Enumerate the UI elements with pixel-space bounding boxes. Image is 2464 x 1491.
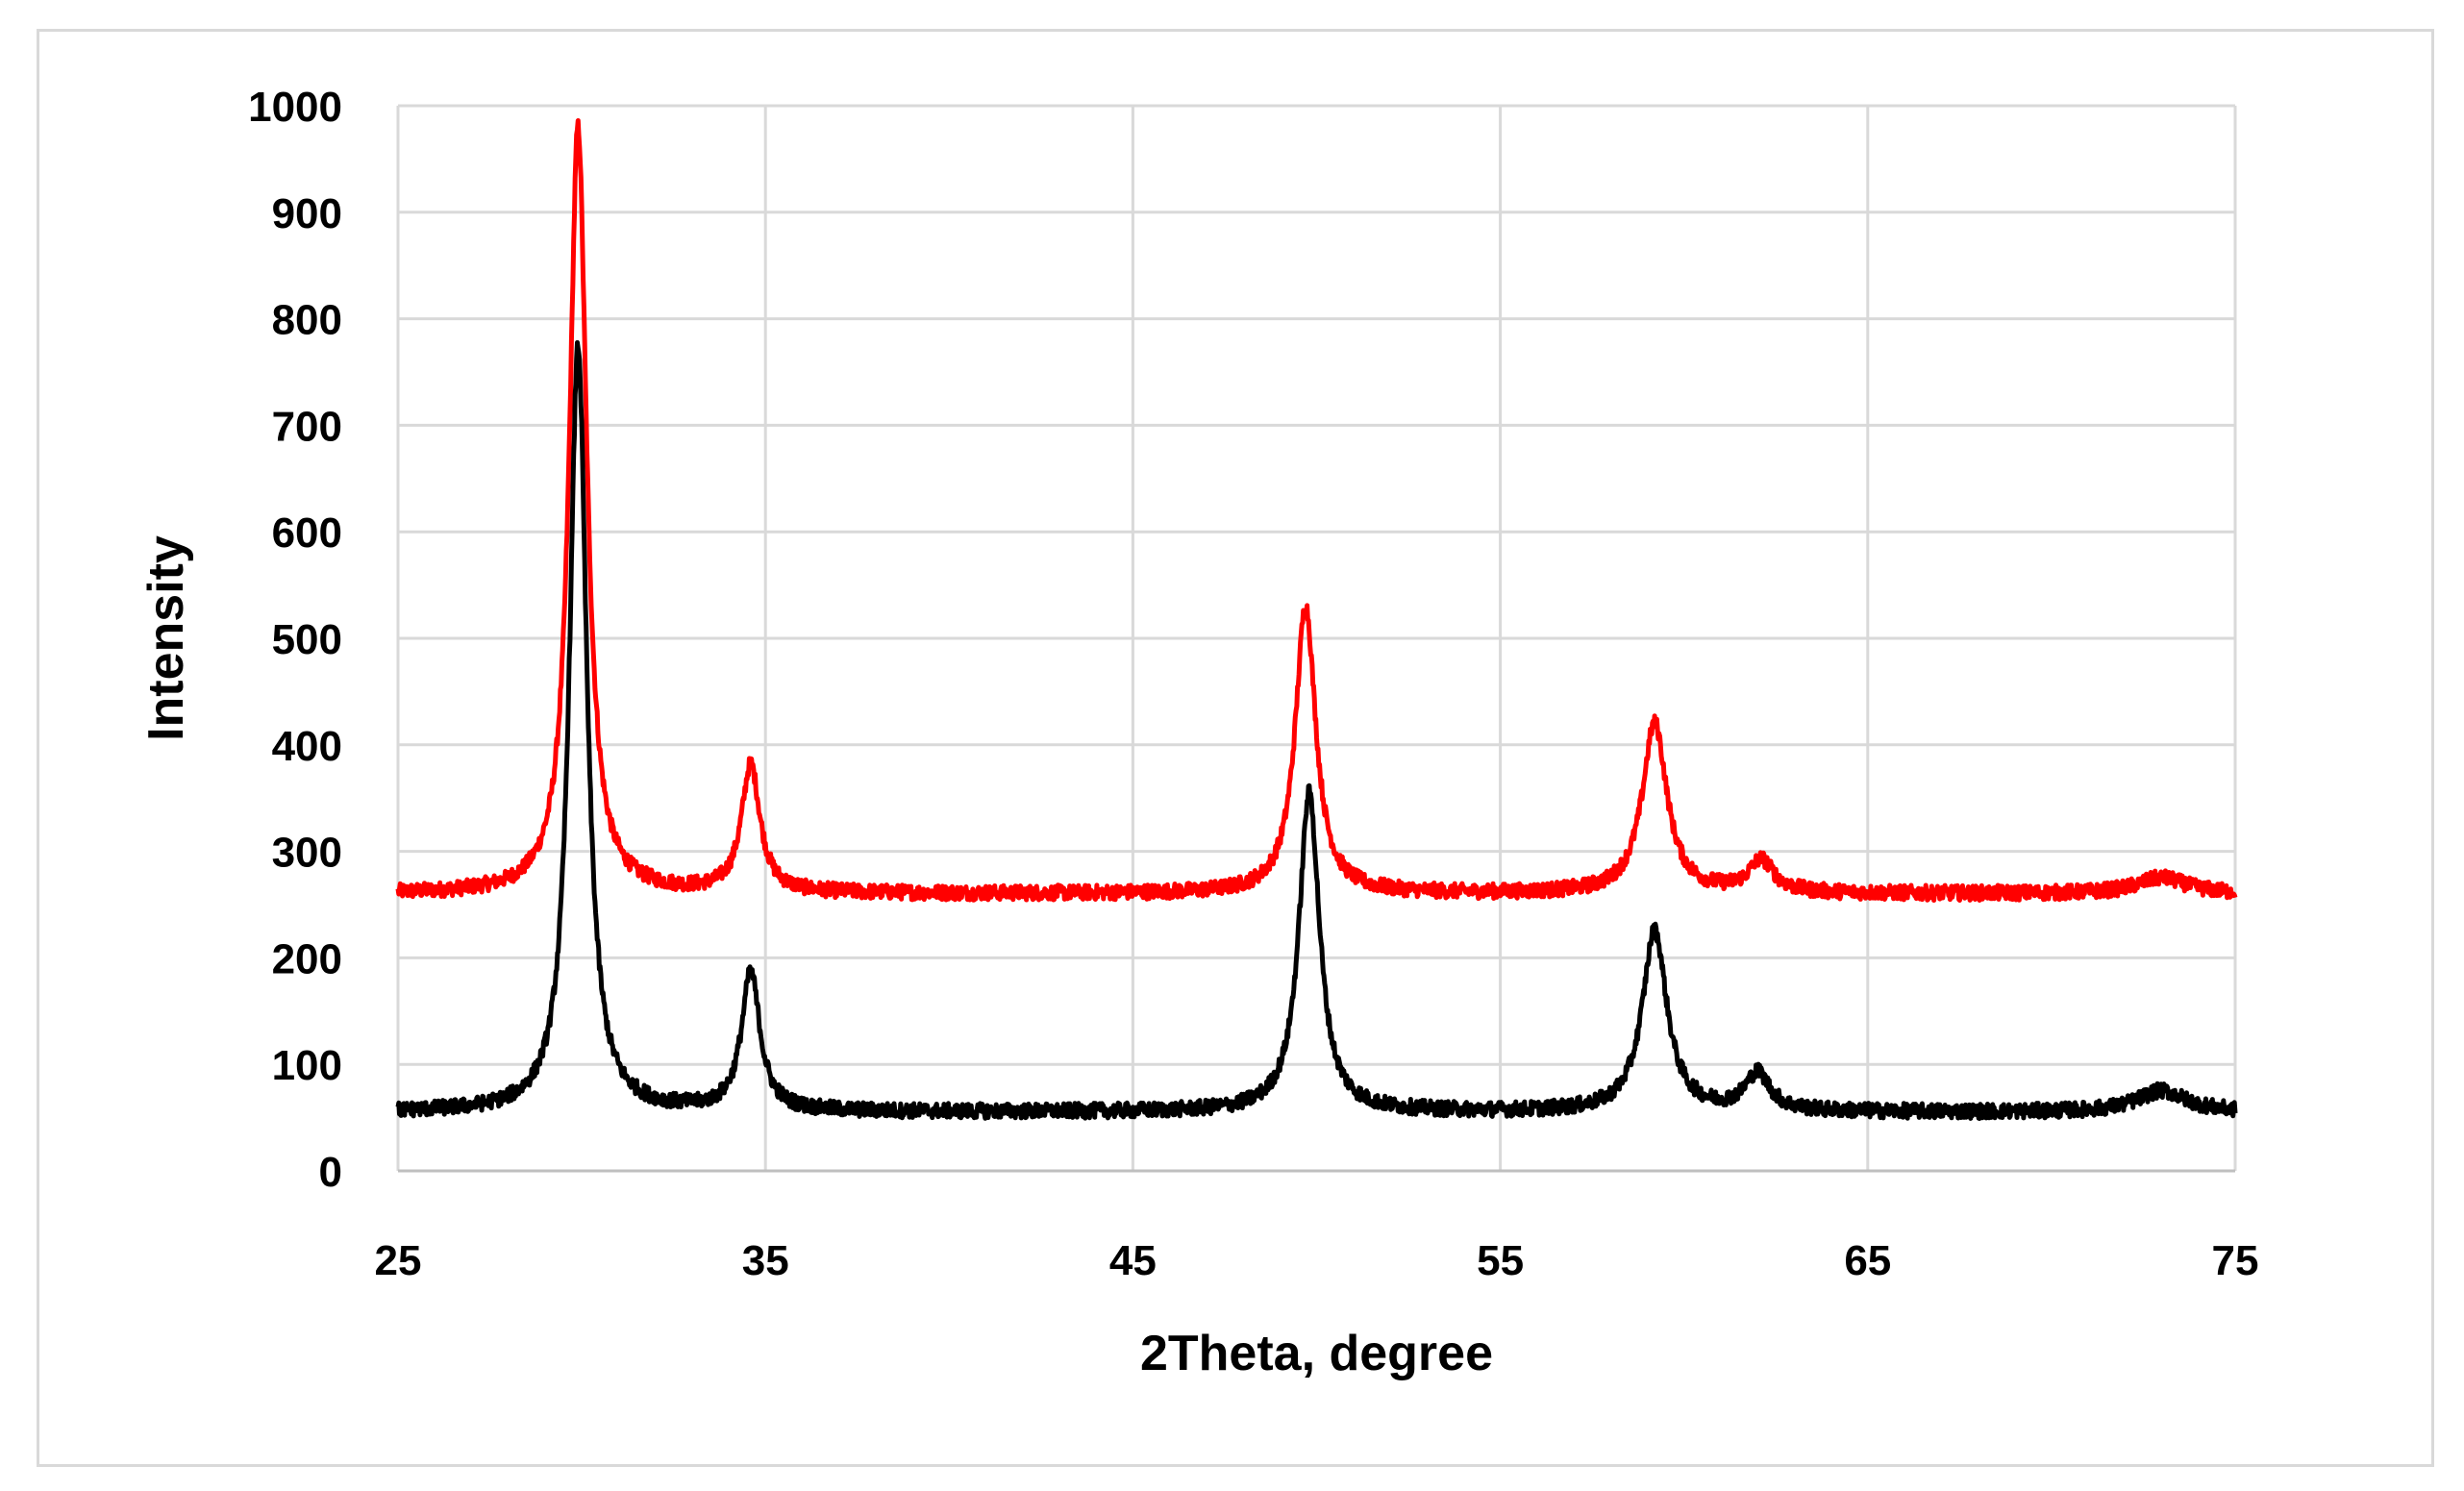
y-tick-label-700: 700	[272, 403, 342, 450]
y-tick-label-200: 200	[272, 935, 342, 982]
y-tick-label-300: 300	[272, 830, 342, 877]
y-tick-label-900: 900	[272, 190, 342, 237]
gridlines	[396, 104, 2237, 1173]
x-tick-label-55: 55	[1477, 1237, 1524, 1284]
y-tick-label-100: 100	[272, 1042, 342, 1089]
x-tick-label-45: 45	[1109, 1237, 1157, 1284]
y-tick-label-800: 800	[272, 297, 342, 344]
y-tick-label-0: 0	[319, 1149, 342, 1196]
series-line-2	[395, 339, 2238, 1121]
x-tick-label-35: 35	[742, 1237, 789, 1284]
x-tick-label-25: 25	[375, 1237, 422, 1284]
series-layer	[395, 118, 2238, 1121]
chart-frame	[37, 29, 2434, 1467]
y-tick-label-600: 600	[272, 509, 342, 557]
y-axis-title: Intensity	[138, 535, 194, 741]
y-tick-label-1000: 1000	[248, 84, 342, 131]
y-tick-label-500: 500	[272, 616, 342, 663]
x-axis-title: 2Theta, degree	[1140, 1326, 1493, 1381]
y-tick-label-400: 400	[272, 723, 342, 770]
series-line-1	[395, 118, 2238, 903]
x-tick-label-75: 75	[2212, 1237, 2259, 1284]
tick-labels: 0 100 200 300 400 500 600 700 800 900 1000 25 35 45 55…	[248, 84, 2258, 1284]
x-tick-label-65: 65	[1844, 1237, 1891, 1284]
